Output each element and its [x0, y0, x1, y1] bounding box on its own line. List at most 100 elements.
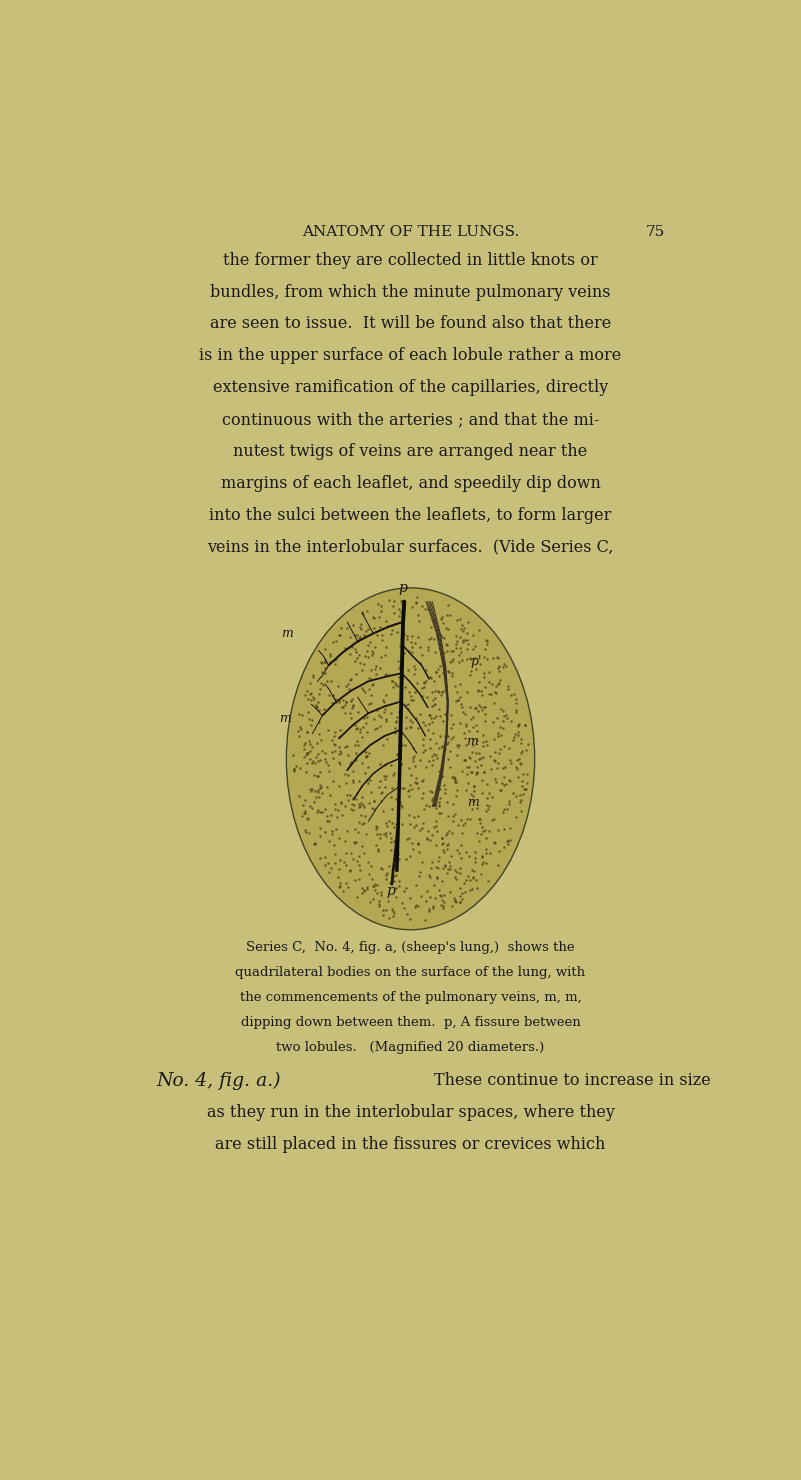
- Point: [466, 789, 479, 813]
- Point: [392, 869, 405, 892]
- Point: [422, 712, 435, 736]
- Point: [388, 869, 400, 892]
- Text: These continue to increase in size: These continue to increase in size: [433, 1072, 710, 1089]
- Point: [392, 847, 405, 870]
- Point: [353, 644, 366, 667]
- Point: [402, 826, 415, 850]
- Point: [374, 599, 387, 623]
- Point: [411, 832, 424, 855]
- Point: [477, 731, 490, 755]
- Point: [436, 764, 449, 787]
- Point: [461, 628, 473, 651]
- Point: [400, 847, 413, 870]
- Point: [418, 739, 431, 762]
- Point: [440, 823, 453, 847]
- Point: [433, 845, 445, 869]
- Point: [432, 850, 445, 873]
- Point: [468, 774, 481, 798]
- Point: [376, 623, 388, 647]
- Point: [393, 790, 406, 814]
- Point: [299, 731, 312, 755]
- Point: [481, 869, 494, 892]
- Point: [316, 660, 328, 684]
- Point: [308, 832, 320, 855]
- Point: [514, 783, 527, 807]
- Point: [514, 740, 527, 764]
- Point: [319, 796, 332, 820]
- Point: [429, 660, 442, 684]
- Point: [461, 679, 473, 703]
- Point: [385, 776, 398, 799]
- Point: [417, 675, 430, 699]
- Point: [376, 688, 389, 712]
- Point: [425, 787, 438, 811]
- Point: [469, 749, 481, 773]
- Point: [370, 873, 383, 897]
- Point: [352, 700, 364, 724]
- Point: [494, 778, 507, 802]
- Point: [429, 833, 442, 857]
- Point: [446, 725, 459, 749]
- Point: [322, 829, 335, 852]
- Point: [430, 810, 443, 833]
- Point: [426, 895, 439, 919]
- Point: [464, 869, 477, 892]
- Point: [492, 724, 505, 747]
- Point: [409, 706, 422, 730]
- Point: [357, 878, 370, 901]
- Point: [459, 628, 472, 651]
- Point: [367, 672, 380, 696]
- Point: [497, 656, 509, 679]
- Point: [469, 713, 482, 737]
- Point: [388, 864, 400, 888]
- Point: [474, 823, 487, 847]
- Point: [395, 601, 408, 625]
- Point: [384, 623, 397, 647]
- Point: [486, 710, 499, 734]
- Point: [479, 675, 492, 699]
- Point: [388, 761, 400, 784]
- Point: [377, 700, 390, 724]
- Point: [392, 656, 405, 679]
- Point: [469, 869, 482, 892]
- Point: [480, 851, 493, 875]
- Point: [345, 635, 358, 659]
- Point: [376, 628, 388, 651]
- Point: [406, 832, 419, 855]
- Point: [473, 693, 485, 716]
- Point: [448, 887, 461, 910]
- Point: [509, 805, 522, 829]
- Point: [316, 673, 329, 697]
- Point: [344, 841, 357, 864]
- Point: [300, 743, 312, 767]
- Point: [457, 749, 470, 773]
- Point: [344, 690, 357, 713]
- Point: [461, 632, 474, 656]
- Point: [328, 851, 341, 875]
- Point: [322, 753, 335, 777]
- Point: [389, 721, 402, 744]
- Point: [440, 733, 453, 756]
- Point: [394, 752, 407, 776]
- Point: [469, 647, 481, 670]
- Point: [488, 727, 501, 750]
- Point: [445, 821, 458, 845]
- Point: [513, 712, 525, 736]
- Point: [362, 771, 375, 795]
- Point: [332, 750, 345, 774]
- Point: [423, 736, 436, 759]
- Point: [515, 770, 528, 793]
- Point: [304, 682, 316, 706]
- Point: [457, 619, 469, 642]
- Point: [358, 795, 371, 818]
- Point: [438, 737, 451, 761]
- Point: [428, 693, 441, 716]
- Point: [332, 725, 345, 749]
- Point: [409, 632, 422, 656]
- Point: [430, 867, 443, 891]
- Point: [319, 845, 332, 869]
- Point: [450, 839, 463, 863]
- Point: [509, 722, 522, 746]
- Point: [309, 832, 322, 855]
- Point: [407, 749, 420, 773]
